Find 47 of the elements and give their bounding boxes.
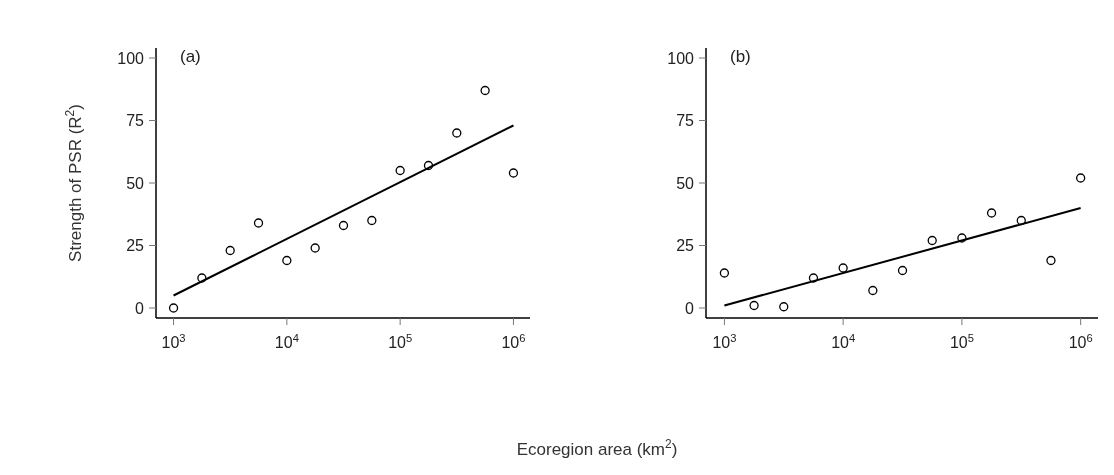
chart-title: (b) [730,47,751,66]
point [310,243,320,253]
x-tick-label: 10$^{4}$ [831,332,856,351]
point [808,273,819,283]
point [779,302,789,312]
point [508,168,519,178]
x-tick-label: 10$^{4}$ [274,332,299,351]
point [253,218,264,228]
y-tick-label: 50 [126,174,145,192]
x-tick-label: 10$^{3}$ [712,332,737,351]
y-tick-label: 25 [676,237,695,255]
point [423,160,434,171]
point [452,128,462,138]
point [957,233,967,243]
point [1046,255,1056,266]
point [168,303,179,313]
chart-title: (a) [180,47,201,66]
x-tick-label: 10$^{3}$ [161,332,186,351]
point [395,165,405,176]
point [480,85,490,96]
y-tick-label: 100 [667,49,695,67]
point [1076,173,1086,183]
y-tick-label: 75 [126,112,145,130]
y-tick-label: 50 [676,174,695,192]
point [749,300,759,311]
x-axis-title: Ecoregion area (km$^{2}$) [516,437,678,459]
point [225,245,235,256]
point [719,268,730,278]
y-tick-label: 100 [117,49,145,67]
point [986,208,997,218]
x-tick-label: 10$^{5}$ [949,332,974,351]
x-tick-label: 10$^{5}$ [388,332,413,351]
point [1016,215,1026,226]
point [868,285,878,296]
y-tick-label: 25 [126,237,145,255]
point [897,265,908,276]
point [838,263,848,273]
y-tick-label: 0 [135,299,145,317]
x-tick-label: 10$^{6}$ [501,332,526,351]
x-tick-label: 10$^{6}$ [1068,332,1093,351]
point [338,220,349,231]
point [197,273,207,283]
y-tick-label: 0 [685,299,695,317]
point [282,255,292,266]
point [367,215,377,226]
y-tick-label: 75 [676,112,695,130]
point [927,235,937,246]
